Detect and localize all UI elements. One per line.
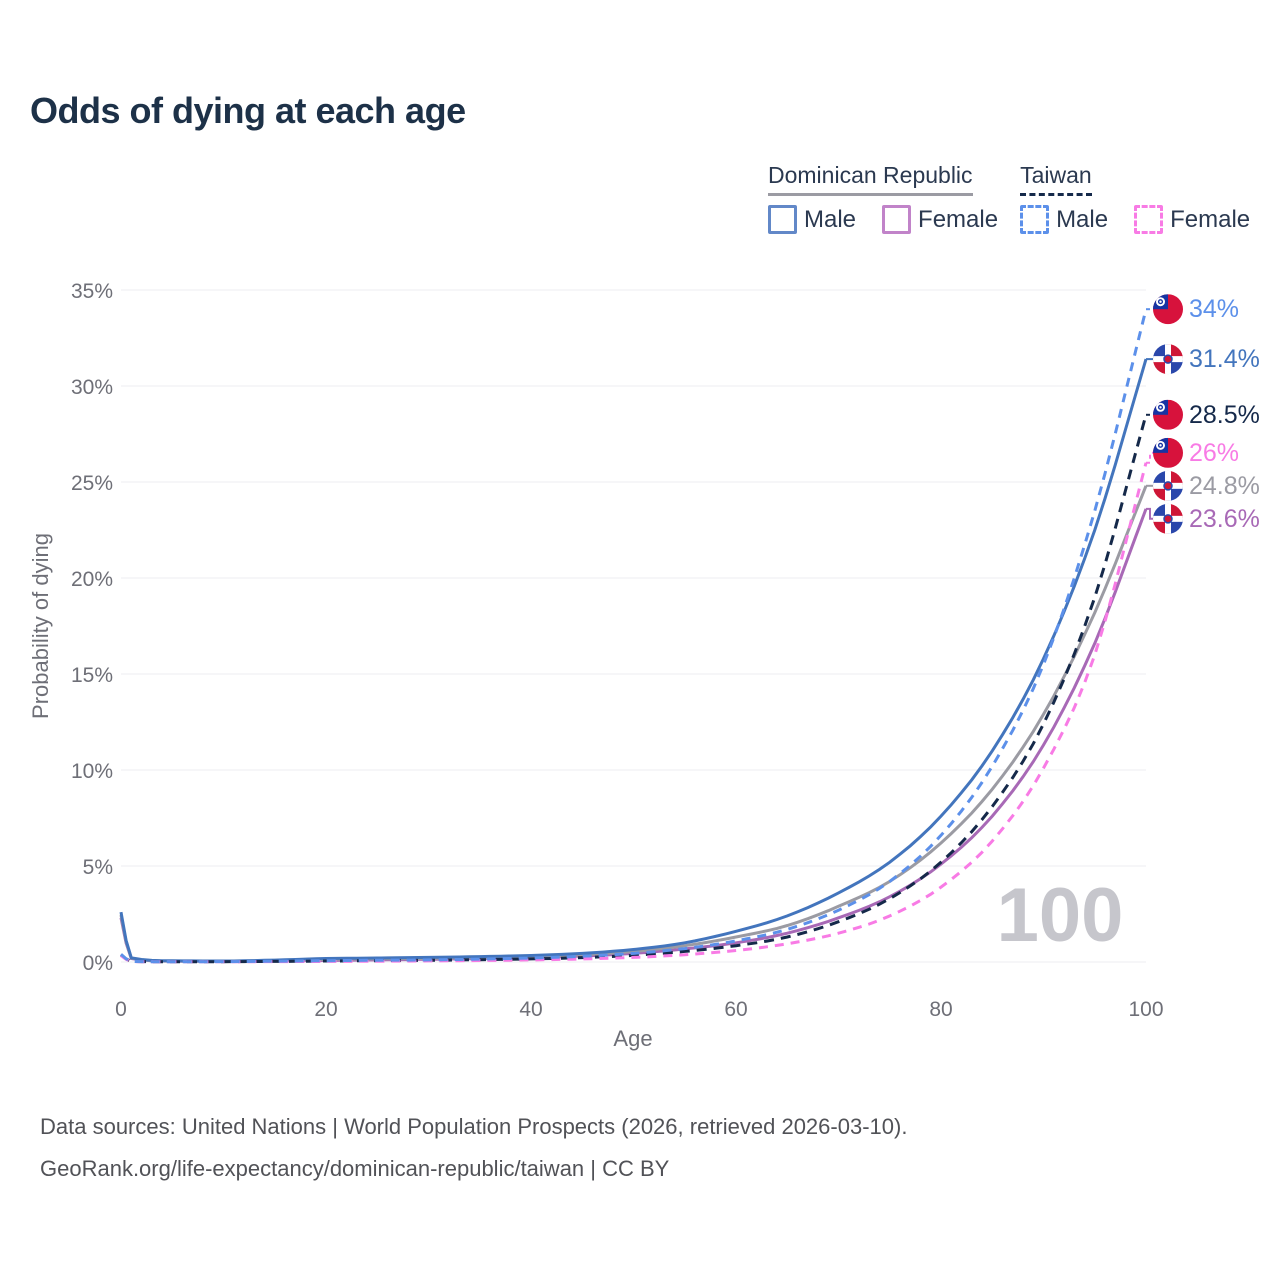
label-leader-line xyxy=(1146,507,1153,520)
series-line-taiwan-male[interactable] xyxy=(120,308,1148,964)
series-line-taiwan-overall[interactable] xyxy=(120,414,1148,964)
label-leader-line xyxy=(1146,451,1153,464)
flag-icon-dominican-republic xyxy=(1153,503,1183,534)
legend-group-title-taiwan: Taiwan xyxy=(1020,162,1092,196)
end-value-label-taiwan-overall: 28.5% xyxy=(1189,401,1260,429)
legend-group-taiwan: Taiwan Male Female xyxy=(1020,162,1250,234)
x-tick-label: 20 xyxy=(314,998,337,1021)
chart-legend: Dominican Republic Male Female Taiwan Ma… xyxy=(768,162,1250,234)
y-tick-label: 5% xyxy=(83,856,113,879)
legend-item-label: Male xyxy=(1056,205,1109,233)
legend-swatch-dr-male-icon xyxy=(768,205,797,234)
end-value-label-dominican-republic-overall: 24.8% xyxy=(1189,472,1260,500)
y-axis-title: Probability of dying xyxy=(28,533,53,719)
data-sources: Data sources: United Nations | World Pop… xyxy=(40,1106,907,1190)
footer-line-1: Data sources: United Nations | World Pop… xyxy=(40,1114,908,1139)
flag-icon-dominican-republic xyxy=(1153,344,1183,375)
flag-icon-taiwan xyxy=(1153,294,1183,325)
x-axis-title: Age xyxy=(613,1026,652,1051)
legend-item-dr-female[interactable]: Female xyxy=(882,205,998,234)
chart-title: Odds of dying at each age xyxy=(30,90,466,131)
legend-item-label: Female xyxy=(1170,205,1251,233)
x-tick-label: 60 xyxy=(724,998,747,1021)
legend-item-label: Female xyxy=(918,205,999,233)
footer-line-2: GeoRank.org/life-expectancy/dominican-re… xyxy=(40,1156,670,1181)
legend-swatch-dr-female-icon xyxy=(882,205,912,234)
x-tick-label: 0 xyxy=(115,998,127,1021)
end-value-label-taiwan-female: 26% xyxy=(1189,439,1239,467)
y-tick-label: 20% xyxy=(71,568,113,591)
legend-swatch-taiwan-female-icon xyxy=(1134,205,1164,234)
y-tick-label: 0% xyxy=(83,952,113,975)
y-tick-label: 30% xyxy=(71,376,113,399)
end-value-label-taiwan-male: 34% xyxy=(1189,295,1239,323)
series-line-dominican-republic-female[interactable] xyxy=(119,508,1148,963)
x-tick-label: 40 xyxy=(519,998,542,1021)
flag-icon-dominican-republic xyxy=(1153,470,1183,501)
x-tick-label: 80 xyxy=(929,998,952,1021)
legend-item-dr-male[interactable]: Male xyxy=(768,205,856,234)
legend-item-taiwan-male[interactable]: Male xyxy=(1020,205,1108,234)
legend-item-taiwan-female[interactable]: Female xyxy=(1134,205,1250,234)
flag-icon-taiwan xyxy=(1153,437,1183,468)
legend-group-dominican-republic: Dominican Republic Male Female xyxy=(768,162,998,234)
y-tick-label: 15% xyxy=(71,664,113,687)
end-value-label-dominican-republic-female: 23.6% xyxy=(1189,505,1260,533)
y-tick-label: 35% xyxy=(71,280,113,303)
legend-group-title-dominican-republic: Dominican Republic xyxy=(768,162,973,196)
y-tick-label: 10% xyxy=(71,760,113,783)
y-tick-label: 25% xyxy=(71,472,113,495)
series-line-dominican-republic-overall[interactable] xyxy=(119,485,1148,963)
flag-icon-taiwan xyxy=(1153,399,1183,430)
series-line-taiwan-female[interactable] xyxy=(120,462,1148,964)
hover-age-watermark: 100 xyxy=(997,873,1124,958)
end-value-label-dominican-republic-male: 31.4% xyxy=(1189,345,1260,373)
x-tick-label: 100 xyxy=(1128,998,1163,1021)
legend-swatch-taiwan-male-icon xyxy=(1020,205,1050,234)
series-line-dominican-republic-male[interactable] xyxy=(119,358,1148,963)
legend-item-label: Male xyxy=(804,205,857,233)
